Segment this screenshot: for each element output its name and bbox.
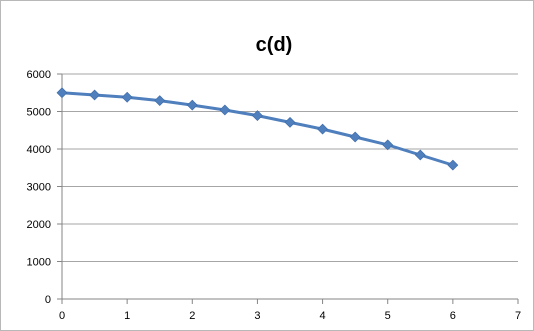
data-point-marker xyxy=(186,99,198,111)
data-point-marker xyxy=(349,131,361,143)
y-tick-label: 3000 xyxy=(27,182,51,194)
axes xyxy=(57,73,519,304)
chart-title: c(d) xyxy=(256,34,293,56)
y-axis-tick-labels: 0 1000 2000 3000 4000 5000 6000 xyxy=(27,69,51,306)
x-axis-tick-labels: 0 1 2 3 4 5 6 7 xyxy=(59,310,521,322)
data-point-marker xyxy=(56,87,68,99)
x-tick-label: 1 xyxy=(124,310,130,322)
y-tick-label: 4000 xyxy=(27,144,51,156)
x-tick-label: 6 xyxy=(450,310,456,322)
y-tick-label: 6000 xyxy=(27,69,51,81)
y-tick-label: 5000 xyxy=(27,107,51,119)
data-point-marker xyxy=(89,89,100,101)
data-point-marker xyxy=(317,123,328,135)
data-point-marker xyxy=(284,116,296,128)
data-point-marker xyxy=(447,159,459,171)
x-tick-label: 3 xyxy=(254,310,260,322)
x-tick-label: 0 xyxy=(59,310,65,322)
gridlines xyxy=(62,73,518,262)
x-tick-label: 2 xyxy=(189,310,195,322)
x-tick-label: 7 xyxy=(515,310,521,322)
x-tick-label: 5 xyxy=(385,310,391,322)
y-tick-label: 1000 xyxy=(27,257,51,269)
data-point-marker xyxy=(252,110,263,122)
data-point-marker xyxy=(154,95,166,107)
y-tick-label: 2000 xyxy=(27,219,51,231)
data-point-marker xyxy=(414,149,426,161)
data-point-marker xyxy=(219,104,231,116)
data-point-marker xyxy=(121,91,133,103)
y-tick-label: 0 xyxy=(45,294,51,306)
series-group xyxy=(56,87,459,171)
series-line xyxy=(60,91,455,167)
data-point-marker xyxy=(382,139,394,151)
x-tick-label: 4 xyxy=(320,310,326,322)
